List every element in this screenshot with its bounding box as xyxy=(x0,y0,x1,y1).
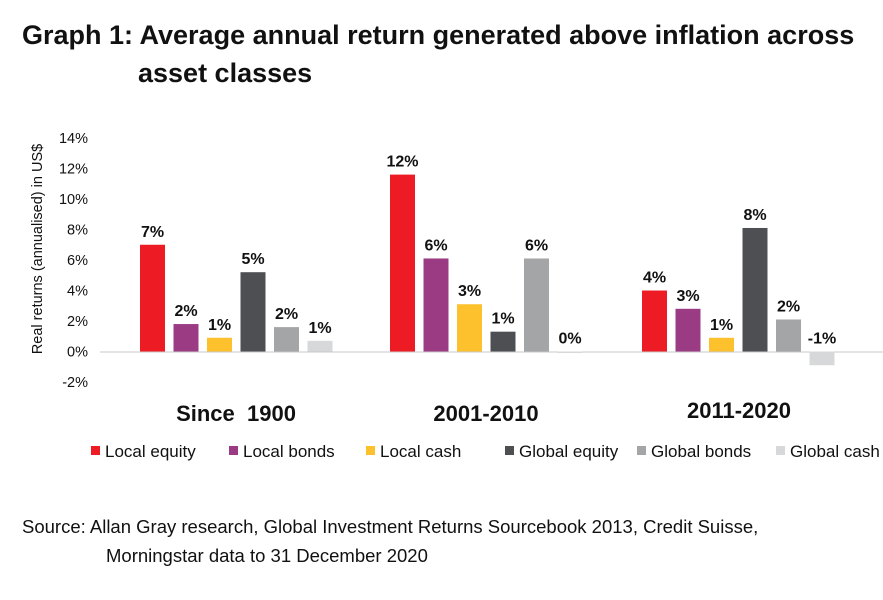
legend-label: Local cash xyxy=(380,442,461,461)
legend-label: Local bonds xyxy=(243,442,335,461)
bar xyxy=(742,227,768,352)
bar-value-label: 12% xyxy=(386,154,418,171)
legend-item: Local equity xyxy=(91,442,196,461)
bar-value-label: 6% xyxy=(424,237,447,254)
legend-swatch xyxy=(637,446,646,455)
y-axis-label: Real returns (annualised) in US$ xyxy=(30,144,46,354)
legend-swatch xyxy=(505,446,514,455)
legend-label: Global bonds xyxy=(651,442,751,461)
bar-value-label: 2% xyxy=(174,303,197,320)
bar xyxy=(173,324,199,352)
legend-item: Local cash xyxy=(366,442,461,461)
bar-value-label: 3% xyxy=(676,288,699,305)
legend-label: Global cash xyxy=(790,442,880,461)
bar xyxy=(524,258,549,352)
bar xyxy=(307,340,333,352)
bar xyxy=(274,327,299,352)
bar xyxy=(423,258,449,352)
y-tick-label: 14% xyxy=(59,131,88,147)
bars xyxy=(140,174,835,366)
legend-swatch xyxy=(229,446,238,455)
bar xyxy=(457,304,482,352)
bar xyxy=(675,308,701,352)
bar-value-label: 3% xyxy=(458,283,481,300)
legend-swatch xyxy=(91,446,100,455)
bar xyxy=(776,319,801,352)
bar xyxy=(709,337,734,352)
legend-swatch xyxy=(776,446,785,455)
source-line-1: Source: Allan Gray research, Global Inve… xyxy=(22,516,759,537)
bar xyxy=(390,174,415,352)
bar xyxy=(642,290,667,352)
legend-item: Global equity xyxy=(505,442,619,461)
bar-value-label: 6% xyxy=(525,237,548,254)
chart-title: Graph 1: Average annual return generated… xyxy=(22,16,872,92)
bar xyxy=(809,351,835,366)
bar-value-label: 1% xyxy=(208,317,231,334)
chart-title-line-1: Graph 1: Average annual return generated… xyxy=(22,20,855,50)
y-tick-label: 8% xyxy=(67,223,88,239)
legend-label: Global equity xyxy=(519,442,619,461)
category-label: Since 1900 xyxy=(176,401,296,426)
source-line-2: Morningstar data to 31 December 2020 xyxy=(106,545,428,566)
category-label: 2001-2010 xyxy=(433,401,538,426)
legend: Local equity Local bonds Local cash Global … xyxy=(91,442,880,461)
bar xyxy=(140,244,165,352)
bar-value-label: 0% xyxy=(558,331,581,348)
bar xyxy=(240,272,266,352)
bar-value-label: 1% xyxy=(710,317,733,334)
category-labels: Since 1900 2001-2010 2011-2020 xyxy=(176,398,791,426)
legend-swatch xyxy=(366,446,375,455)
legend-item: Global bonds xyxy=(637,442,751,461)
bar-value-label: 5% xyxy=(241,251,264,268)
bar-value-labels: 7% 12% 4% 2% 6% 3% 1% 3% 1% 5% 1% 8% 2% 6% 2% 1% 0% -1% xyxy=(141,154,836,348)
bar-value-label: 1% xyxy=(491,311,514,328)
legend-item: Local bonds xyxy=(229,442,335,461)
bar xyxy=(490,331,516,352)
y-tick-label: 6% xyxy=(67,253,88,269)
bar-value-label: 2% xyxy=(275,306,298,323)
bar-value-label: 1% xyxy=(308,320,331,337)
bar-value-label: -1% xyxy=(808,331,836,348)
legend-label: Local equity xyxy=(105,442,196,461)
bar-value-label: 7% xyxy=(141,224,164,241)
y-tick-label: 4% xyxy=(67,284,88,300)
bar-value-label: 2% xyxy=(777,298,800,315)
category-label: 2011-2020 xyxy=(687,398,791,423)
bar xyxy=(207,337,232,352)
y-tick-label: 10% xyxy=(59,192,88,208)
bar xyxy=(557,351,583,354)
y-axis: -2% 0% 2% 4% 6% 8% 10% 12% 14% xyxy=(59,131,88,391)
bar-value-label: 8% xyxy=(743,207,766,224)
legend-item: Global cash xyxy=(776,442,880,461)
chart-title-line-2: asset classes xyxy=(138,58,313,88)
bar-chart: -2% 0% 2% 4% 6% 8% 10% 12% 14% Real returns (ann… xyxy=(30,131,883,461)
y-tick-label: -2% xyxy=(62,375,88,391)
source-note: Source: Allan Gray research, Global Inve… xyxy=(22,512,882,570)
bar-value-label: 4% xyxy=(643,270,666,287)
y-tick-label: 0% xyxy=(67,345,88,361)
y-tick-label: 12% xyxy=(59,162,88,178)
y-tick-label: 2% xyxy=(67,314,88,330)
